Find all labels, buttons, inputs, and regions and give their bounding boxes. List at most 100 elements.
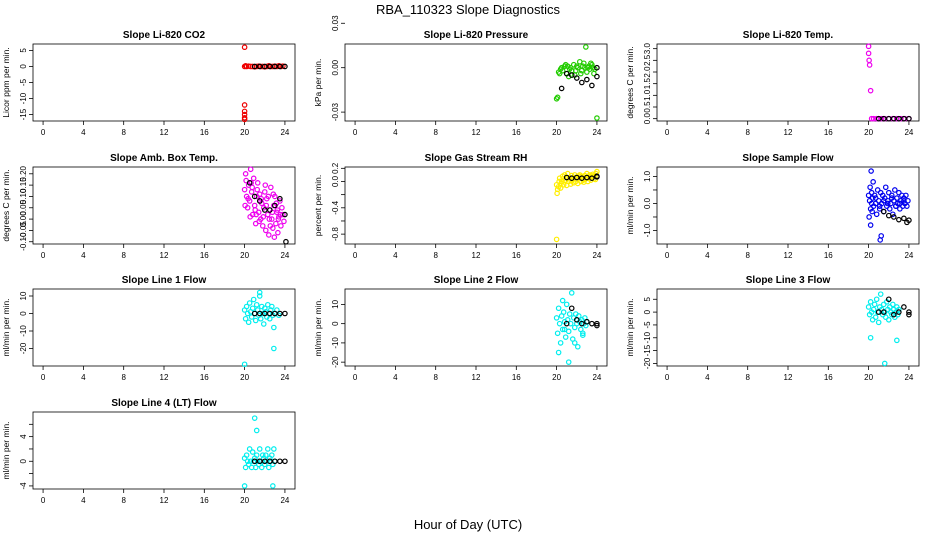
x-tick-label: 0	[665, 373, 670, 382]
y-tick-label: -0.4	[331, 200, 340, 214]
x-tick-label: 12	[160, 496, 169, 505]
y-tick-label: 0.00	[19, 211, 28, 227]
y-tick-label: -1.0	[643, 223, 652, 237]
x-tick-label: 0	[353, 128, 358, 137]
data-point	[247, 166, 254, 173]
data-point	[555, 349, 562, 356]
x-tick-label: 8	[433, 373, 438, 382]
x-tick-label: 0	[353, 251, 358, 260]
y-tick-label: -15	[19, 108, 28, 120]
plot-frame	[656, 43, 920, 122]
x-tick-label: 8	[433, 251, 438, 260]
data-point	[885, 316, 892, 323]
data-point	[558, 85, 565, 92]
y-tick-label: 1.0	[643, 89, 652, 101]
data-point	[867, 222, 874, 228]
data-point	[557, 340, 564, 346]
y-axis-label: Licor ppm per min.	[1, 47, 11, 117]
data-point	[246, 180, 253, 186]
data-point	[251, 202, 258, 209]
x-tick-label: 8	[745, 373, 750, 382]
data-point	[584, 318, 590, 325]
series-slopes	[241, 166, 287, 241]
data-point	[594, 73, 600, 80]
x-tick-label: 4	[393, 373, 398, 382]
x-tick-label: 8	[121, 373, 126, 382]
data-point	[892, 187, 898, 193]
data-point	[885, 296, 892, 303]
data-point	[574, 343, 581, 350]
series-slopes	[553, 290, 590, 365]
data-point	[256, 446, 263, 452]
data-point	[571, 340, 578, 346]
data-point	[580, 330, 586, 337]
data-point	[866, 57, 872, 64]
x-tick-label: 24	[280, 251, 289, 260]
data-point	[866, 62, 873, 68]
data-point	[867, 87, 874, 94]
y-tick-label: 0.20	[19, 165, 28, 181]
data-point	[866, 214, 872, 220]
data-point	[594, 320, 600, 327]
series-means	[563, 305, 600, 329]
data-point	[903, 192, 909, 199]
data-point	[865, 50, 872, 57]
data-point	[261, 207, 268, 213]
x-tick-label: 24	[592, 251, 601, 260]
x-tick-label: 8	[745, 251, 750, 260]
data-point	[252, 464, 259, 471]
plot-frame	[32, 411, 296, 490]
data-point	[262, 452, 269, 458]
data-point	[865, 192, 872, 199]
y-axis-label: kPa per min.	[313, 59, 323, 107]
x-tick-label: 8	[121, 251, 126, 260]
panel-title: Slope Line 4 (LT) Flow	[111, 398, 217, 409]
y-tick-label: -5	[643, 321, 652, 329]
data-point	[901, 115, 907, 122]
panel-8: Slope Line 2 Flow ml/min per min. 0 4 8 12 16 2…	[313, 275, 608, 382]
data-point	[283, 238, 289, 245]
plot-frame	[344, 43, 608, 122]
y-tick-label: 0	[19, 64, 28, 69]
x-tick-label: 20	[552, 373, 561, 382]
data-point	[563, 174, 570, 181]
data-point	[594, 322, 600, 329]
x-tick-label: 24	[592, 373, 601, 382]
data-point	[880, 309, 887, 315]
data-point	[563, 320, 570, 327]
data-point	[880, 115, 887, 122]
data-point	[583, 44, 589, 50]
data-point	[256, 310, 263, 317]
x-tick-label: 0	[41, 496, 46, 505]
data-point	[265, 193, 272, 200]
data-point	[906, 311, 912, 318]
data-point	[906, 217, 912, 224]
x-tick-label: 8	[745, 128, 750, 137]
data-point	[246, 300, 253, 306]
data-point	[885, 212, 892, 219]
data-point	[271, 345, 277, 352]
x-tick-label: 20	[240, 373, 249, 382]
data-point	[888, 195, 895, 201]
data-point	[565, 359, 572, 365]
x-tick-label: 16	[512, 251, 521, 260]
y-tick-label: 5	[643, 296, 652, 301]
data-point	[273, 220, 279, 227]
data-point	[250, 175, 257, 182]
data-point	[880, 197, 887, 204]
y-tick-label: 0.0	[643, 197, 652, 209]
x-tick-label: 24	[592, 128, 601, 137]
y-tick-label: 0.2	[331, 162, 340, 174]
series-slopes	[241, 289, 282, 368]
data-point	[557, 66, 564, 72]
x-tick-label: 20	[240, 251, 249, 260]
x-tick-label: 20	[552, 251, 561, 260]
data-point	[888, 192, 895, 199]
data-point	[881, 195, 888, 201]
panel-title: Slope Gas Stream RH	[425, 153, 528, 164]
data-point	[267, 63, 273, 70]
data-point	[246, 446, 253, 452]
data-point	[275, 229, 281, 236]
x-tick-label: 16	[824, 251, 833, 260]
